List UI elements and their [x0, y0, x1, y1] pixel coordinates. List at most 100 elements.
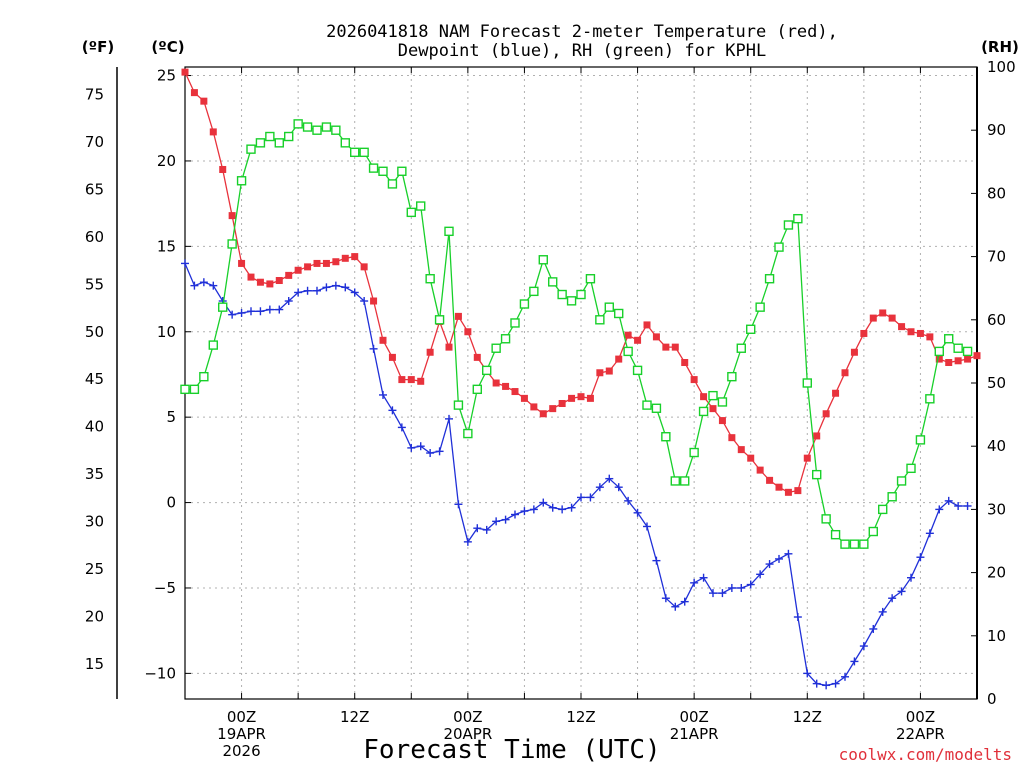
dewpoint-point: [586, 493, 595, 502]
dewpoint-point: [633, 508, 642, 517]
dewpoint-point: [793, 613, 802, 622]
rh-point: [736, 343, 746, 353]
rh-point: [774, 242, 784, 252]
temperature-point: [690, 376, 698, 384]
temperature-point: [247, 273, 255, 281]
celsius-tick-label: 0: [166, 494, 176, 512]
temperature-point: [313, 259, 321, 267]
rh-point: [284, 131, 294, 142]
fahrenheit-tick-label: 60: [85, 228, 104, 246]
dewpoint-point: [397, 423, 406, 432]
temperature-point: [898, 323, 906, 331]
rh-point: [425, 274, 435, 284]
rh-point: [698, 406, 709, 417]
dewpoint-point: [765, 560, 774, 569]
dewpoint-line: [184, 263, 968, 686]
temperature-point: [502, 382, 510, 390]
temperature-point: [756, 466, 764, 474]
dewpoint-point: [209, 281, 218, 290]
temperature-point: [841, 369, 849, 377]
dewpoint-point: [181, 259, 189, 268]
dewpoint-point: [341, 283, 350, 292]
rh-point: [218, 302, 228, 312]
rh-point: [585, 274, 596, 284]
rh-point: [614, 308, 624, 319]
dewpoint-point: [595, 483, 604, 492]
celsius-tick-label: −5: [154, 579, 176, 597]
x-tick-label: 12Z: [793, 708, 822, 726]
dewpoint-point: [313, 286, 321, 295]
rh-point: [340, 138, 350, 148]
temperature-point: [577, 393, 585, 401]
rh-point: [538, 255, 548, 265]
dewpoint-point: [907, 573, 915, 582]
rh-point: [623, 346, 633, 357]
temperature-point: [652, 333, 660, 341]
rh-point: [878, 504, 888, 515]
fahrenheit-tick-label: 15: [85, 655, 104, 673]
dewpoint-point: [812, 679, 821, 688]
x-tick-label: 00Z: [227, 708, 256, 726]
temperature-point: [954, 357, 962, 365]
temperature-point: [304, 263, 312, 271]
rh-point: [840, 539, 850, 549]
rh-point: [717, 397, 728, 407]
rh-point: [746, 324, 756, 334]
rh-point: [350, 147, 360, 158]
chart-title-line-1: 2026041818 NAM Forecast 2-meter Temperat…: [326, 22, 838, 42]
dewpoint-point: [473, 524, 482, 533]
dewpoint-point: [897, 587, 906, 596]
dewpoint-point: [492, 517, 501, 526]
temperature-point: [822, 410, 830, 418]
fahrenheit-unit-label: (ºF): [82, 38, 114, 56]
temperature-point: [634, 336, 642, 344]
dewpoint-point: [775, 554, 783, 563]
dewpoint-point: [529, 505, 538, 514]
grid-lines: [185, 67, 977, 699]
rh-tick-label: 0: [987, 690, 997, 708]
rh-point: [764, 274, 775, 284]
rh-point: [387, 179, 398, 189]
credit-text: coolwx.com/modelts: [839, 745, 1012, 764]
temperature-point: [803, 454, 811, 462]
temperature-point: [860, 329, 868, 337]
rh-point: [359, 147, 369, 158]
rh-tick-label: 50: [987, 374, 1006, 392]
fahrenheit-tick-label: 70: [85, 133, 104, 151]
rh-point: [491, 343, 501, 353]
dewpoint-point: [567, 503, 576, 512]
rh-point: [783, 220, 794, 230]
fahrenheit-tick-label: 40: [85, 418, 104, 436]
rh-point: [236, 176, 247, 186]
temperature-point: [916, 329, 924, 337]
dewpoint-point: [690, 578, 699, 587]
rh-point: [793, 213, 803, 224]
temperature-point: [530, 403, 538, 411]
rh-point: [708, 390, 718, 401]
temperature-point: [945, 359, 953, 367]
dewpoint-point: [680, 597, 689, 606]
temperature-point: [417, 377, 425, 385]
dewpoint-point: [416, 442, 425, 451]
rh-point: [444, 226, 454, 237]
x-tick-label: 20APR: [443, 725, 492, 743]
dewpoint-point: [275, 305, 284, 314]
dewpoint-point: [482, 525, 491, 534]
x-tick-label: 00Z: [679, 708, 708, 726]
rh-point: [255, 138, 266, 148]
rh-unit-label: (RH): [981, 38, 1019, 56]
dewpoint-point: [624, 496, 633, 505]
dewpoint-point: [388, 406, 397, 415]
temperature-point: [520, 394, 528, 402]
x-axis-label: Forecast Time (UTC): [363, 735, 660, 765]
rh-point: [265, 131, 275, 142]
plot-frame: [184, 66, 978, 700]
dewpoint-point: [369, 344, 378, 353]
dewpoint-point: [756, 570, 765, 579]
temperature-point: [700, 393, 708, 401]
temperature-point: [332, 258, 340, 266]
temperature-point: [794, 487, 802, 495]
dewpoint-point: [954, 501, 963, 510]
temperature-point: [869, 314, 877, 322]
rh-point: [557, 289, 567, 300]
